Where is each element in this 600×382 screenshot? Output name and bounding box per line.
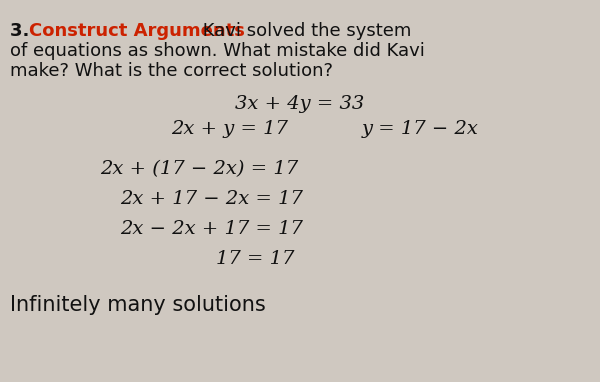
Text: 3x + 4y = 33: 3x + 4y = 33: [235, 95, 365, 113]
Text: Construct Arguments: Construct Arguments: [29, 22, 245, 40]
Text: y = 17 − 2x: y = 17 − 2x: [362, 120, 478, 138]
Text: Infinitely many solutions: Infinitely many solutions: [10, 295, 266, 315]
Text: 3.: 3.: [10, 22, 35, 40]
Text: of equations as shown. What mistake did Kavi: of equations as shown. What mistake did …: [10, 42, 425, 60]
Text: 17 = 17: 17 = 17: [216, 250, 294, 268]
Text: make? What is the correct solution?: make? What is the correct solution?: [10, 62, 333, 80]
Text: 2x − 2x + 17 = 17: 2x − 2x + 17 = 17: [120, 220, 303, 238]
Text: Kavi solved the system: Kavi solved the system: [197, 22, 412, 40]
Text: 2x + y = 17: 2x + y = 17: [172, 120, 289, 138]
Text: 2x + (17 − 2x) = 17: 2x + (17 − 2x) = 17: [100, 160, 298, 178]
Text: 2x + 17 − 2x = 17: 2x + 17 − 2x = 17: [120, 190, 303, 208]
